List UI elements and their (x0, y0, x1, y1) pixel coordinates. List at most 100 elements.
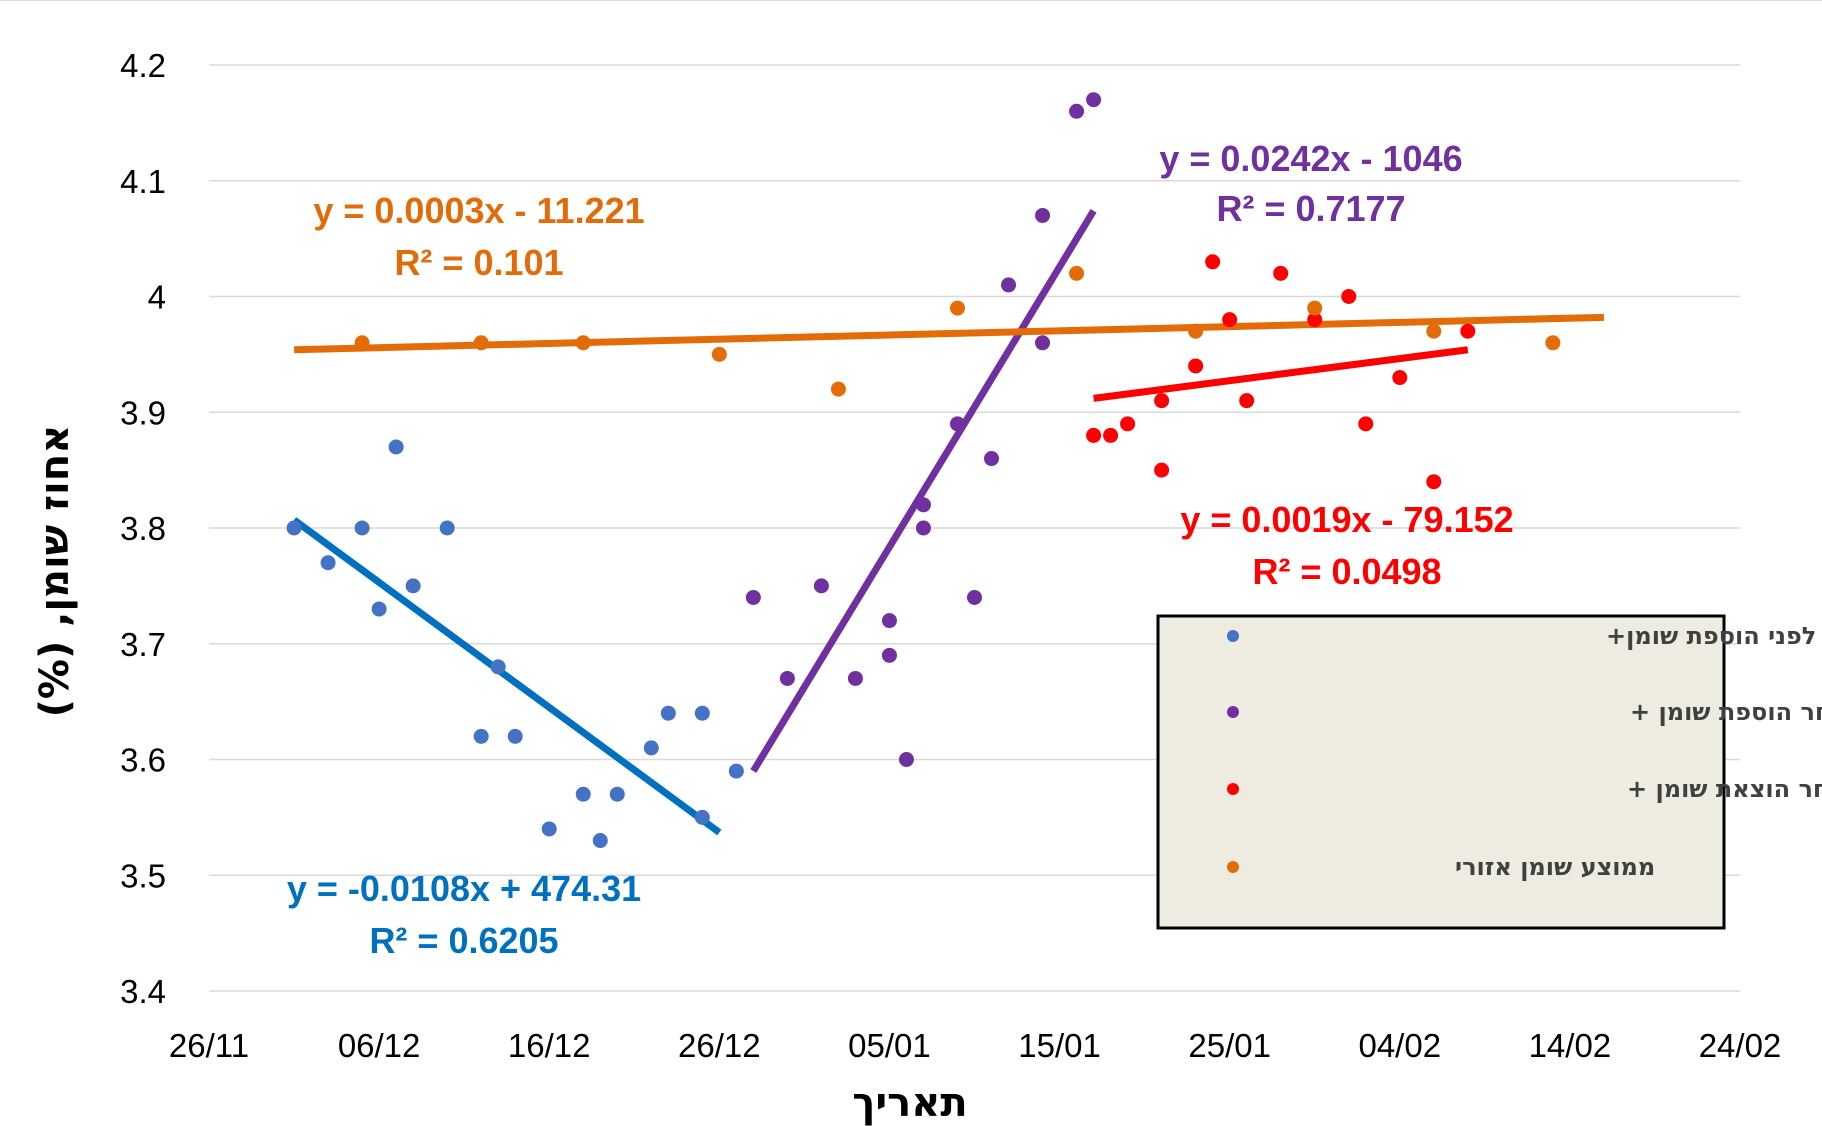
legend-marker-1 (1227, 630, 1239, 642)
data-point-series-3 (1086, 427, 1102, 443)
trendlines (291, 209, 1604, 836)
data-point-series-1 (371, 601, 387, 617)
data-point-series-1 (320, 555, 336, 571)
data-point-series-4 (1545, 335, 1561, 351)
data-point-series-4 (1307, 300, 1323, 316)
data-point-series-1 (507, 728, 523, 744)
data-point-series-4 (1426, 323, 1442, 339)
legend-item-1: שומן רפת לפני הוספת שומן+ (1227, 622, 1822, 650)
data-point-series-4 (1069, 265, 1085, 281)
data-point-series-2 (745, 589, 761, 605)
x-axis: 26/11 06/12 16/12 26/12 05/01 15/01 25/01 04/02… (169, 1027, 1781, 1064)
data-point-series-2 (881, 613, 897, 629)
data-point-series-1 (405, 578, 421, 594)
data-point-series-1 (490, 659, 506, 675)
legend-label-2: שומן רפת לאחר הוספת שומן + (1630, 698, 1822, 726)
equation-series-4: y = 0.0003x - 11.221 (313, 190, 644, 231)
data-point-series-1 (439, 520, 455, 536)
data-points (286, 92, 1561, 849)
data-point-series-2 (847, 670, 863, 686)
data-point-series-3 (1426, 474, 1442, 490)
legend-marker-2 (1227, 706, 1239, 718)
data-point-series-3 (1307, 312, 1323, 328)
data-point-series-2 (1035, 335, 1051, 351)
data-point-series-3 (1239, 393, 1255, 409)
data-point-series-3 (1222, 312, 1238, 328)
data-point-series-4 (949, 300, 965, 316)
data-point-series-3 (1154, 393, 1170, 409)
legend-item-4: ממוצע שומן אזורי (1227, 853, 1655, 881)
x-tick-label: 15/01 (1018, 1027, 1101, 1064)
x-tick-label: 25/01 (1188, 1027, 1271, 1064)
y-tick-label: 3.6 (120, 742, 166, 779)
data-point-series-1 (286, 520, 302, 536)
data-point-series-2 (779, 670, 795, 686)
x-tick-label: 16/12 (508, 1027, 591, 1064)
equation-series-2: y = 0.0242x - 1046 (1159, 138, 1462, 179)
x-tick-label: 26/12 (678, 1027, 761, 1064)
data-point-series-4 (575, 335, 591, 351)
data-point-series-1 (643, 740, 659, 756)
data-point-series-3 (1188, 358, 1204, 374)
data-point-series-2 (915, 520, 931, 536)
data-point-series-2 (1001, 277, 1017, 293)
data-point-series-2 (881, 647, 897, 663)
data-point-series-1 (694, 809, 710, 825)
r2-series-4: R² = 0.101 (394, 242, 563, 283)
data-point-series-2 (813, 578, 829, 594)
equation-series-3: y = 0.0019x - 79.152 (1180, 499, 1513, 540)
y-tick-label: 4.2 (120, 47, 166, 84)
data-point-series-1 (609, 786, 625, 802)
trendline-series-1 (291, 517, 722, 836)
data-point-series-1 (592, 833, 608, 849)
r2-series-3: R² = 0.0498 (1252, 551, 1441, 592)
r2-series-2: R² = 0.7177 (1216, 188, 1405, 229)
trendline-series-4 (293, 313, 1604, 354)
x-tick-label: 14/02 (1529, 1027, 1612, 1064)
data-point-series-3 (1120, 416, 1136, 432)
data-point-series-3 (1154, 462, 1170, 478)
y-axis-title: אחוז שומן, (%) (32, 425, 78, 718)
x-tick-label: 24/02 (1699, 1027, 1782, 1064)
y-tick-label: 4 (148, 279, 166, 316)
legend-label-4: ממוצע שומן אזורי (1455, 853, 1655, 881)
y-tick-label: 4.1 (120, 163, 166, 200)
data-point-series-1 (694, 705, 710, 721)
equation-series-1: y = -0.0108x + 474.31 (287, 868, 641, 909)
data-point-series-3 (1358, 416, 1374, 432)
data-point-series-2 (1035, 207, 1051, 223)
data-point-series-1 (354, 520, 370, 536)
trendline-series-2 (750, 209, 1097, 773)
x-tick-label: 04/02 (1358, 1027, 1441, 1064)
x-tick-label: 05/01 (848, 1027, 931, 1064)
data-point-series-1 (541, 821, 557, 837)
x-axis-title: תאריך (852, 1080, 967, 1126)
y-tick-label: 3.4 (120, 973, 166, 1010)
data-point-series-1 (473, 728, 489, 744)
data-point-series-3 (1205, 254, 1221, 270)
r2-series-1: R² = 0.6205 (369, 920, 558, 961)
data-point-series-3 (1273, 265, 1289, 281)
data-point-series-2 (967, 589, 982, 605)
data-point-series-2 (1086, 92, 1102, 108)
legend: שומן רפת לפני הוספת שומן+ שומן רפת לאחר … (1156, 614, 1822, 930)
data-point-series-1 (660, 705, 676, 721)
data-point-series-1 (388, 439, 404, 455)
data-point-series-3 (1103, 427, 1119, 443)
data-point-series-4 (830, 381, 846, 397)
x-tick-label: 26/11 (169, 1027, 249, 1064)
data-point-series-1 (575, 786, 591, 802)
data-point-series-3 (1392, 370, 1408, 386)
trendline-series-3 (1093, 346, 1469, 402)
legend-marker-3 (1227, 783, 1239, 795)
data-point-series-3 (1460, 323, 1476, 339)
data-point-series-4 (711, 346, 727, 362)
data-point-series-2 (1069, 103, 1085, 119)
legend-box (1156, 614, 1726, 930)
legend-label-1: שומן רפת לפני הוספת שומן+ (1606, 622, 1822, 650)
y-tick-label: 3.5 (120, 857, 166, 894)
legend-label-3: שומן רפת לאחר הוצאת שומן + (1627, 775, 1822, 803)
data-point-series-2 (949, 416, 965, 432)
